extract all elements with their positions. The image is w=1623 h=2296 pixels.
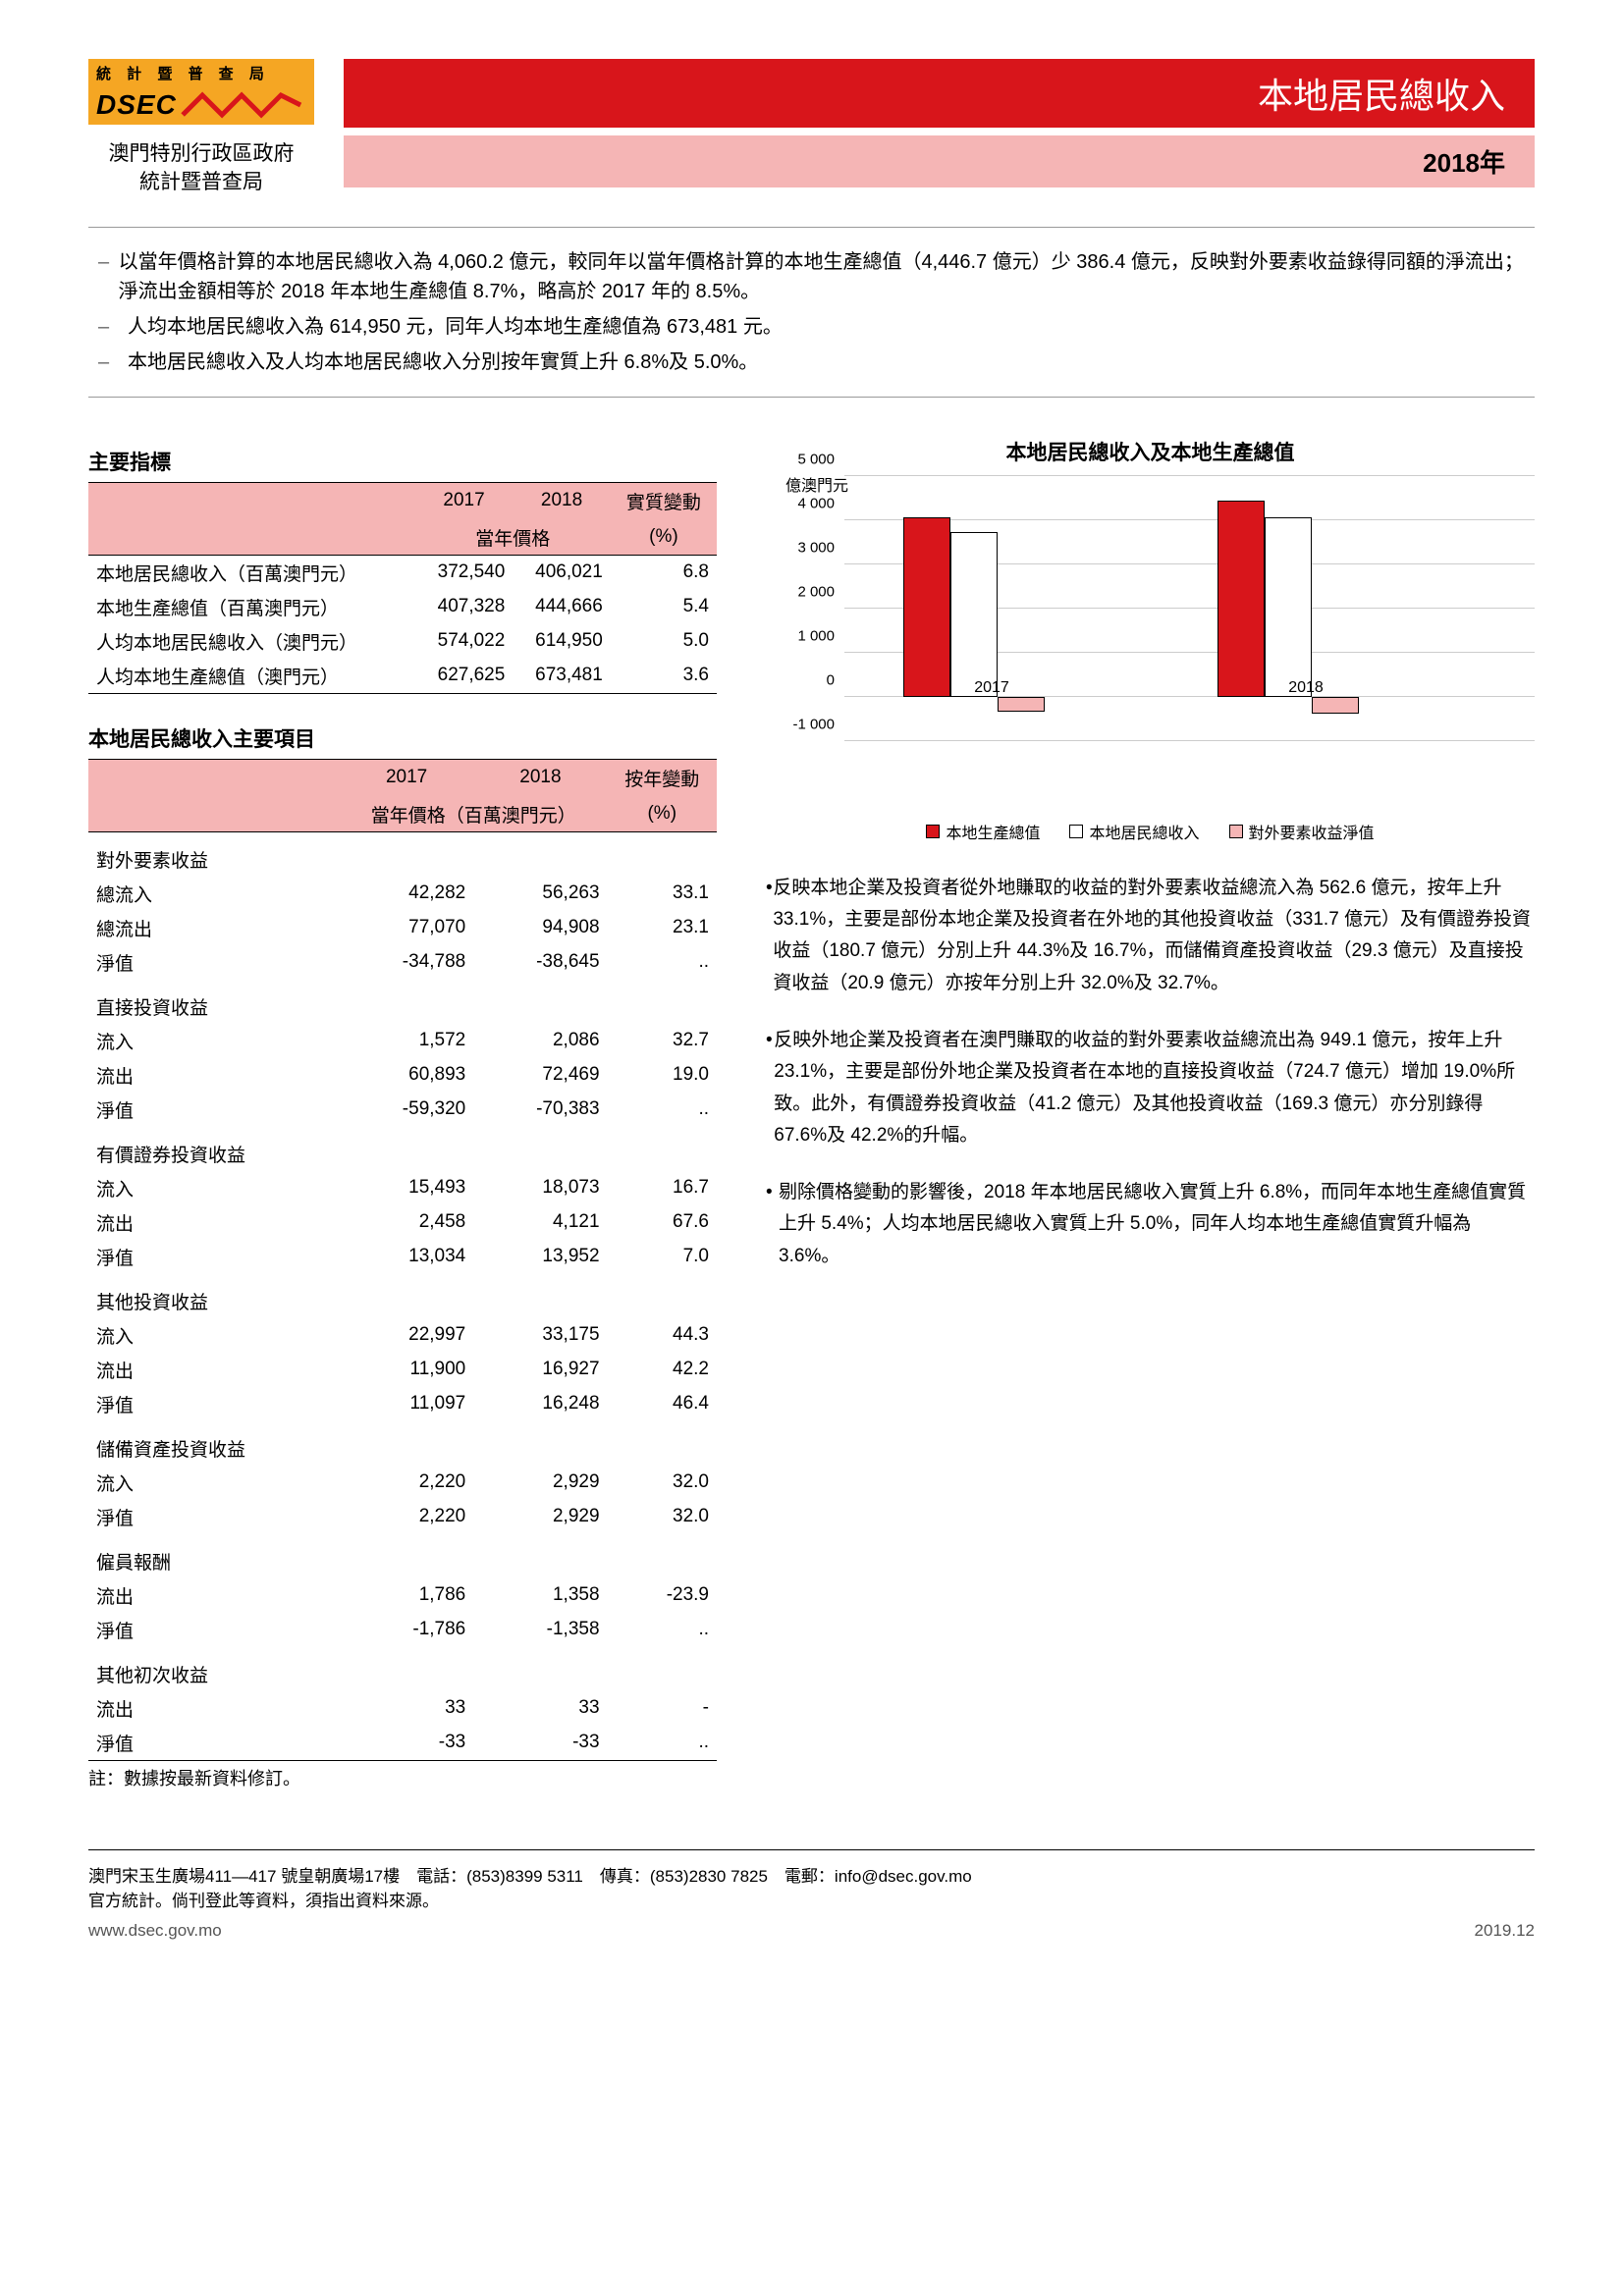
bar [950,532,998,697]
components-table: 2017 2018 按年變動 當年價格（百萬澳門元） (%) 對外要素收益總流入… [88,759,717,1761]
key-indicators-table: 2017 2018 實質變動 當年價格 (%) 本地居民總收入（百萬澳門元）37… [88,482,717,694]
chart-legend: 本地生產總值 本地居民總收入 對外要素收益淨值 [766,820,1535,843]
logo-top-text: 統 計 暨 普 查 局 [88,59,314,87]
ytick-label: 1 000 [785,627,835,644]
sub-pct: (%) [611,519,717,556]
table-section-header: 儲備資產投資收益 [88,1421,717,1466]
xtick-label: 2018 [1217,679,1394,697]
footer: 澳門宋玉生廣場411—417 號皇朝廣場17樓 電話：(853)8399 531… [88,1849,1535,1941]
xtick-label: 2017 [903,679,1080,697]
sub-price: 當年價格 [415,519,611,556]
ytick-label: 3 000 [785,539,835,556]
summary-bullets: –以當年價格計算的本地居民總收入為 4,060.2 億元，較同年以當年價格計算的… [88,227,1535,398]
table-row: 淨值-1,786-1,358.. [88,1613,717,1647]
bar [1312,697,1359,714]
table-row: 總流出77,07094,90823.1 [88,911,717,945]
footer-contact: 澳門宋玉生廣場411—417 號皇朝廣場17樓 電話：(853)8399 531… [88,1862,1535,1887]
table-row: 淨值-59,320-70,383.. [88,1093,717,1127]
footer-url: www.dsec.gov.mo [88,1921,222,1941]
table-row: 流出60,89372,46919.0 [88,1058,717,1093]
table-row: 總流入42,28256,26333.1 [88,877,717,911]
table-row: 人均本地生產總值（澳門元）627,625673,4813.6 [88,659,717,694]
table2-title: 本地居民總收入主要項目 [88,723,717,753]
table-row: 流入22,99733,17544.3 [88,1318,717,1353]
bar-group [1217,501,1394,697]
logo-block: 統 計 暨 普 查 局 DSEC [88,59,314,125]
t2-sub-pct: (%) [608,796,717,832]
table-section-header: 其他初次收益 [88,1647,717,1691]
table-row: 淨值-34,788-38,645.. [88,945,717,980]
logo-zigzag-icon [177,90,306,120]
col-change: 實質變動 [611,482,717,519]
bar [903,517,950,697]
table-row: 流出1,7861,358-23.9 [88,1578,717,1613]
table-row: 流入15,49318,07316.7 [88,1171,717,1205]
table-section-header: 其他投資收益 [88,1274,717,1318]
bullet-1: 以當年價格計算的本地居民總收入為 4,060.2 億元，較同年以當年價格計算的本… [119,247,1525,306]
ytick-label: 2 000 [785,583,835,600]
table1-title: 主要指標 [88,447,717,476]
ytick-label: 0 [785,671,835,688]
org-name: 澳門特別行政區政府 統計暨普查局 [88,135,314,197]
table-section-header: 僱員報酬 [88,1534,717,1578]
legend-1: 本地生產總值 [946,820,1040,843]
table2-footnote: 註：數據按最新資料修訂。 [88,1765,717,1790]
table-row: 流出2,4584,12167.6 [88,1205,717,1240]
t2-sub-price: 當年價格（百萬澳門元） [340,796,608,832]
table-row: 淨值13,03413,9527.0 [88,1240,717,1274]
para-2: 反映外地企業及投資者在澳門賺取的收益的對外要素收益總流出為 949.1 億元，按… [774,1025,1535,1151]
table-row: 淨值11,09716,24846.4 [88,1387,717,1421]
table-row: 本地居民總收入（百萬澳門元）372,540406,0216.8 [88,555,717,590]
col-2017: 2017 [415,482,514,519]
footer-note: 官方統計。倘刊登此等資料，須指出資料來源。 [88,1887,1535,1911]
t2-col-2018: 2018 [473,759,607,796]
org-line2: 統計暨普查局 [88,168,314,196]
table-row: 流出3333- [88,1691,717,1726]
table-row: 本地生產總值（百萬澳門元）407,328444,6665.4 [88,590,717,624]
col-2018: 2018 [513,482,611,519]
bar-group [903,517,1080,697]
chart-title: 本地居民總收入及本地生產總值 [766,437,1535,466]
bar [1265,517,1312,697]
para-3: 剔除價格變動的影響後，2018 年本地居民總收入實質上升 6.8%，而同年本地生… [779,1177,1535,1272]
ytick-label: 4 000 [785,495,835,511]
table-section-header: 有價證券投資收益 [88,1127,717,1171]
bar [998,697,1045,713]
gridline [844,740,1535,741]
table-row: 淨值2,2202,92932.0 [88,1500,717,1534]
para-1: 反映本地企業及投資者從外地賺取的收益的對外要素收益總流入為 562.6 億元，按… [773,873,1535,999]
legend-2: 本地居民總收入 [1089,820,1199,843]
org-line1: 澳門特別行政區政府 [88,139,314,168]
page-title: 本地居民總收入 [344,59,1535,128]
year-band: 2018年 [344,135,1535,187]
table-row: 流入1,5722,08632.7 [88,1024,717,1058]
table-row: 流出11,90016,92742.2 [88,1353,717,1387]
logo-abbrev: DSEC [96,89,177,121]
t2-col-change: 按年變動 [608,759,717,796]
footer-date: 2019.12 [1475,1921,1535,1941]
analysis-paragraphs: •反映本地企業及投資者從外地賺取的收益的對外要素收益總流入為 562.6 億元，… [766,873,1535,1272]
table-row: 流入2,2202,92932.0 [88,1466,717,1500]
table-section-header: 對外要素收益 [88,831,717,877]
bullet-3: 本地居民總收入及人均本地居民總收入分別按年實質上升 6.8%及 5.0%。 [128,347,758,377]
bar [1217,501,1265,697]
table-section-header: 直接投資收益 [88,980,717,1024]
gridline [844,475,1535,476]
table-row: 人均本地居民總收入（澳門元）574,022614,9505.0 [88,624,717,659]
t2-col-2017: 2017 [340,759,473,796]
ytick-label: 5 000 [785,451,835,467]
table-row: 淨值-33-33.. [88,1726,717,1761]
ytick-label: -1 000 [785,716,835,732]
bullet-2: 人均本地居民總收入為 614,950 元，同年人均本地生產總值為 673,481… [128,312,783,342]
chart-ylabel: 億澳門元 [785,472,848,496]
bar-chart: 億澳門元 -1 00001 0002 0003 0004 0005 000201… [766,476,1535,790]
legend-3: 對外要素收益淨值 [1249,820,1375,843]
